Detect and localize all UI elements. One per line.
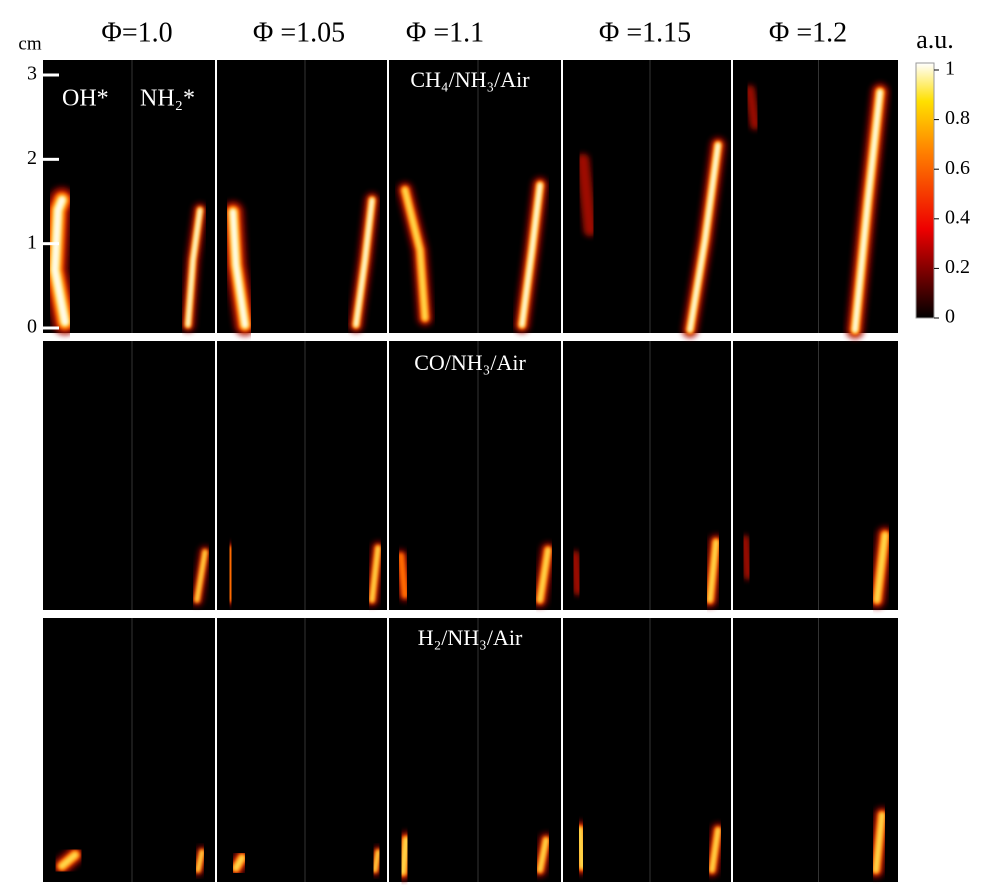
flame	[576, 826, 586, 870]
y-tick-label: 1	[27, 231, 37, 253]
image-panel	[217, 618, 387, 882]
species-label: OH*	[62, 86, 109, 112]
image-panel	[563, 618, 731, 882]
flame	[354, 198, 374, 327]
flame	[873, 812, 885, 873]
image-panel	[217, 341, 387, 610]
y-tick-label: 2	[27, 147, 37, 169]
flame	[51, 196, 69, 326]
flame	[196, 850, 204, 872]
flame	[58, 851, 79, 870]
flame	[740, 535, 753, 580]
flame	[537, 547, 551, 603]
image-panel	[389, 618, 561, 882]
flame	[195, 550, 207, 602]
flame	[230, 209, 248, 328]
flame	[233, 855, 245, 871]
colorbar-unit: a.u.	[916, 25, 954, 54]
column-header: Φ =1.1	[406, 17, 484, 48]
flame	[709, 827, 721, 873]
column-header: Φ =1.2	[769, 17, 847, 48]
species-label: NH₂*	[140, 86, 195, 112]
flame	[745, 85, 760, 130]
colorbar-tick-label: 0.8	[945, 107, 970, 129]
column-header: Φ =1.15	[599, 17, 691, 48]
flame	[520, 183, 542, 327]
flame	[537, 837, 549, 873]
flame	[569, 550, 584, 596]
image-panel	[43, 341, 215, 610]
image-panel	[389, 341, 561, 610]
image-panel	[733, 341, 898, 610]
flame	[576, 153, 597, 237]
colorbar-tick-label: 0.6	[945, 157, 970, 179]
image-panel	[733, 618, 898, 882]
flame	[225, 545, 236, 603]
colorbar-tick-label: 0.4	[945, 206, 970, 228]
y-axis-unit: cm	[18, 33, 41, 54]
colorbar-tick-label: 1	[945, 58, 955, 80]
row-label: H₂/NH₃/Air	[418, 625, 523, 650]
flame	[688, 143, 720, 332]
colorbar	[915, 62, 935, 319]
flame	[397, 552, 409, 599]
y-tick-label: 3	[27, 63, 37, 85]
column-header: Φ=1.0	[101, 17, 172, 48]
image-panels	[42, 60, 898, 882]
column-header: Φ =1.05	[253, 17, 345, 48]
row-label: CO/NH₃/Air	[414, 350, 526, 375]
flame	[373, 850, 380, 872]
image-panel	[563, 341, 731, 610]
flame	[852, 89, 883, 333]
flame	[707, 539, 719, 603]
row-label: CH₄/NH₃/Air	[410, 67, 530, 92]
colorbar-tick-label: 0.2	[945, 256, 970, 278]
flame	[400, 837, 409, 875]
flame	[402, 187, 428, 321]
flame	[874, 532, 888, 603]
image-panel	[43, 618, 215, 882]
flame	[186, 208, 202, 327]
flame	[369, 545, 381, 603]
y-tick-label: 0	[27, 316, 37, 338]
colorbar-tick-label: 0	[945, 306, 955, 328]
